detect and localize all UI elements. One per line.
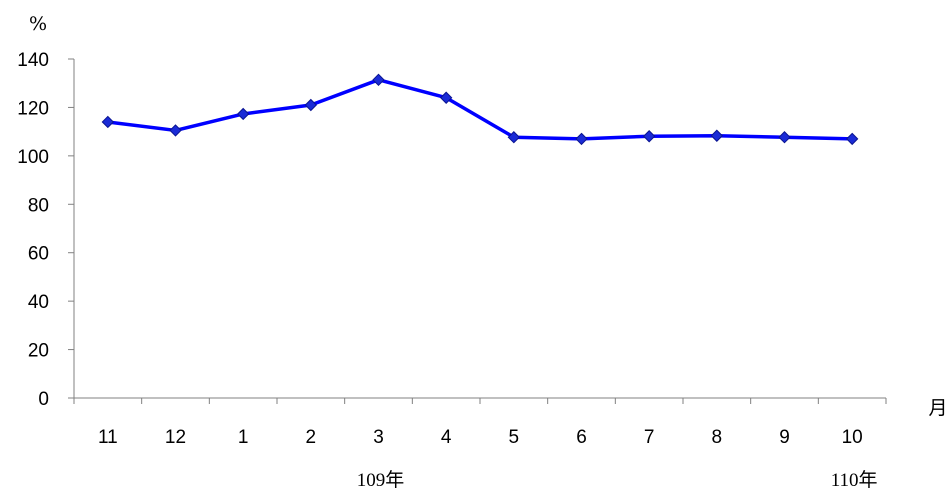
y-tick-label: 80 <box>28 195 49 216</box>
x-tick-label: 1 <box>238 427 249 448</box>
x-ticks: 11 12 1 2 3 4 5 6 7 8 9 10 <box>73 398 887 448</box>
data-point-marker <box>507 131 521 144</box>
x-tick-label: 10 <box>842 427 863 448</box>
data-point-marker <box>372 73 385 87</box>
series-line <box>107 78 853 141</box>
data-point-marker <box>710 129 724 142</box>
data-point-marker <box>101 115 115 129</box>
y-tick-label: 40 <box>28 292 49 313</box>
series-markers <box>101 73 859 146</box>
y-axis-unit-label: % <box>29 13 47 35</box>
year-label: 110年 <box>831 469 878 491</box>
y-tick-label: 60 <box>28 244 49 265</box>
x-tick-label: 8 <box>712 427 723 448</box>
data-point-marker <box>575 132 588 146</box>
data-point-marker <box>778 131 791 144</box>
y-tick-label: 100 <box>17 147 49 168</box>
data-point-marker <box>169 124 182 137</box>
x-tick-label: 12 <box>165 427 186 448</box>
x-tick-label: 4 <box>441 427 452 448</box>
y-tick-label: 120 <box>17 98 49 119</box>
year-label: 109年 <box>357 469 405 491</box>
x-tick-label: 11 <box>98 427 118 448</box>
x-tick-label: 9 <box>779 427 790 448</box>
x-tick-label: 2 <box>306 427 317 448</box>
year-labels: 109年 110年 <box>357 469 878 491</box>
data-point-marker <box>845 132 859 146</box>
y-tick-label: 140 <box>17 50 49 71</box>
y-tick-label: 0 <box>38 389 49 410</box>
x-tick-label: 6 <box>576 427 587 448</box>
data-point-marker <box>236 107 250 121</box>
x-axis-unit-label: 月 <box>928 397 947 419</box>
x-tick-label: 7 <box>644 427 655 448</box>
data-point-marker <box>304 98 318 112</box>
data-point-marker <box>642 130 656 143</box>
data-point-marker <box>439 91 453 104</box>
y-ticks: 0 20 40 60 80 100 120 140 <box>17 50 74 410</box>
x-tick-label: 3 <box>373 427 384 448</box>
y-tick-label: 20 <box>28 341 49 362</box>
x-tick-label: 5 <box>509 427 520 448</box>
